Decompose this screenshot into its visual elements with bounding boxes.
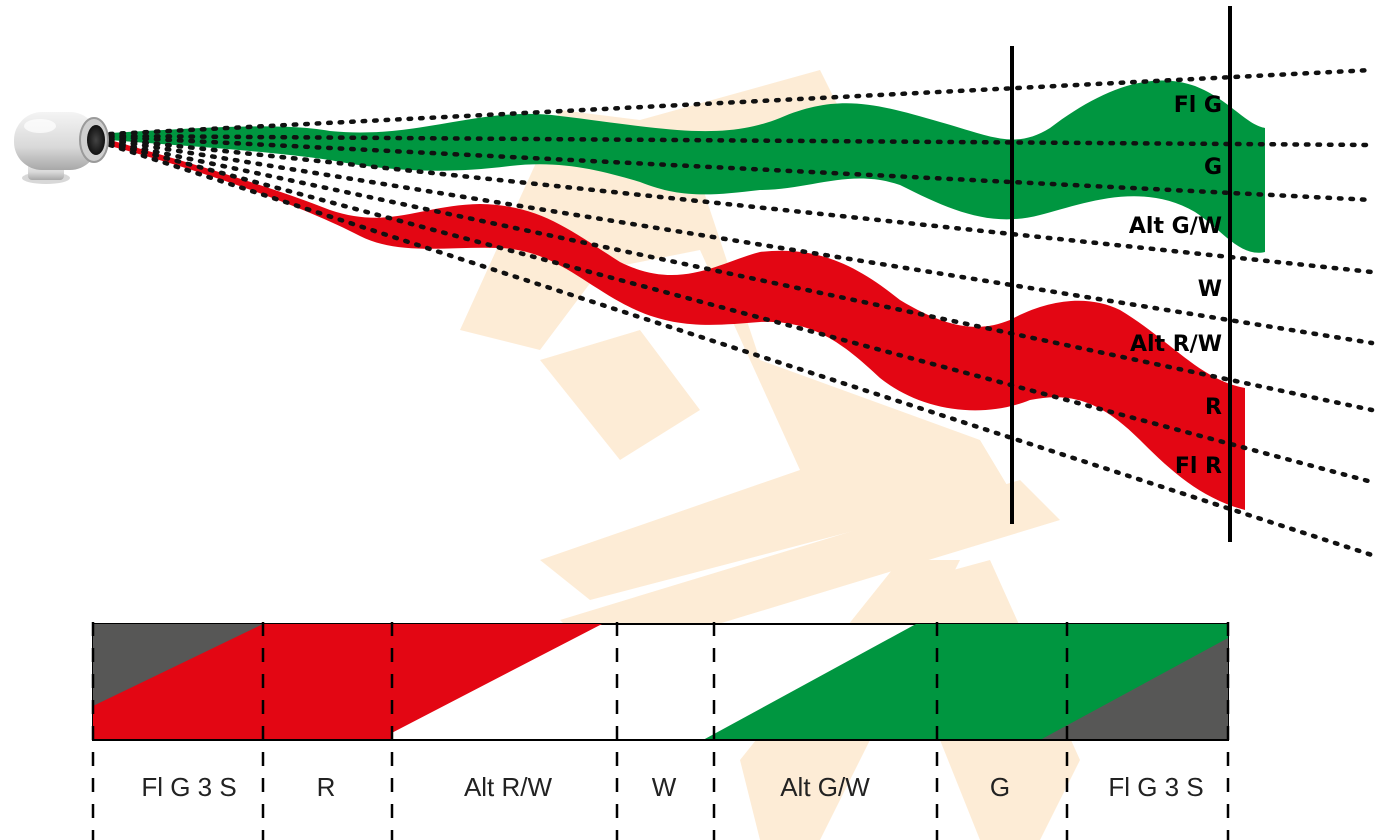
sector-bar-labels: Fl G 3 S R Alt R/W W Alt G/W G Fl G 3 S <box>141 772 1203 802</box>
sector-boundary-lines <box>107 67 1381 560</box>
sector-bar-segment-g <box>937 624 1067 740</box>
beam-label: R <box>1205 395 1222 420</box>
sector-line-8 <box>107 142 1381 560</box>
sector-line-4 <box>107 136 1375 275</box>
beam-label: Alt R/W <box>1130 332 1222 357</box>
sector-bar-segment-fl-g-3s-right <box>1040 624 1228 740</box>
sector-bar-label: Fl G 3 S <box>141 772 236 802</box>
sector-line-1 <box>107 67 1375 137</box>
sector-color-bar <box>92 623 1229 741</box>
sector-bar-dividers <box>91 622 1230 840</box>
sector-line-3 <box>107 134 1375 203</box>
sector-light-icon <box>14 112 109 184</box>
sector-line-6 <box>107 139 1375 413</box>
beam-label: Fl R <box>1175 454 1222 479</box>
sector-bar-segment-alt-gw <box>703 624 937 740</box>
beam-label: W <box>1198 277 1222 302</box>
sector-line-7 <box>107 140 1375 485</box>
sector-bar-segment-r <box>263 624 392 740</box>
sector-line-2 <box>107 133 1375 148</box>
beam-label: Fl G <box>1174 93 1222 118</box>
sector-bar-label: G <box>990 772 1010 802</box>
sector-bar-label: Fl G 3 S <box>1108 772 1203 802</box>
sector-bar-label: R <box>317 772 336 802</box>
beam-labels: Fl G G Alt G/W W Alt R/W R Fl R <box>1129 93 1222 479</box>
beam-label: G <box>1204 155 1222 180</box>
red-beam-band <box>110 140 1245 510</box>
sector-bar-label: Alt R/W <box>464 772 553 802</box>
sector-bar-label: Alt G/W <box>780 772 870 802</box>
sector-bar-segment-fl-g-3s-left <box>93 624 263 740</box>
beam-label: Alt G/W <box>1129 214 1222 239</box>
sector-bar-label: W <box>652 772 677 802</box>
sector-bar-segment-alt-rw <box>378 624 602 740</box>
